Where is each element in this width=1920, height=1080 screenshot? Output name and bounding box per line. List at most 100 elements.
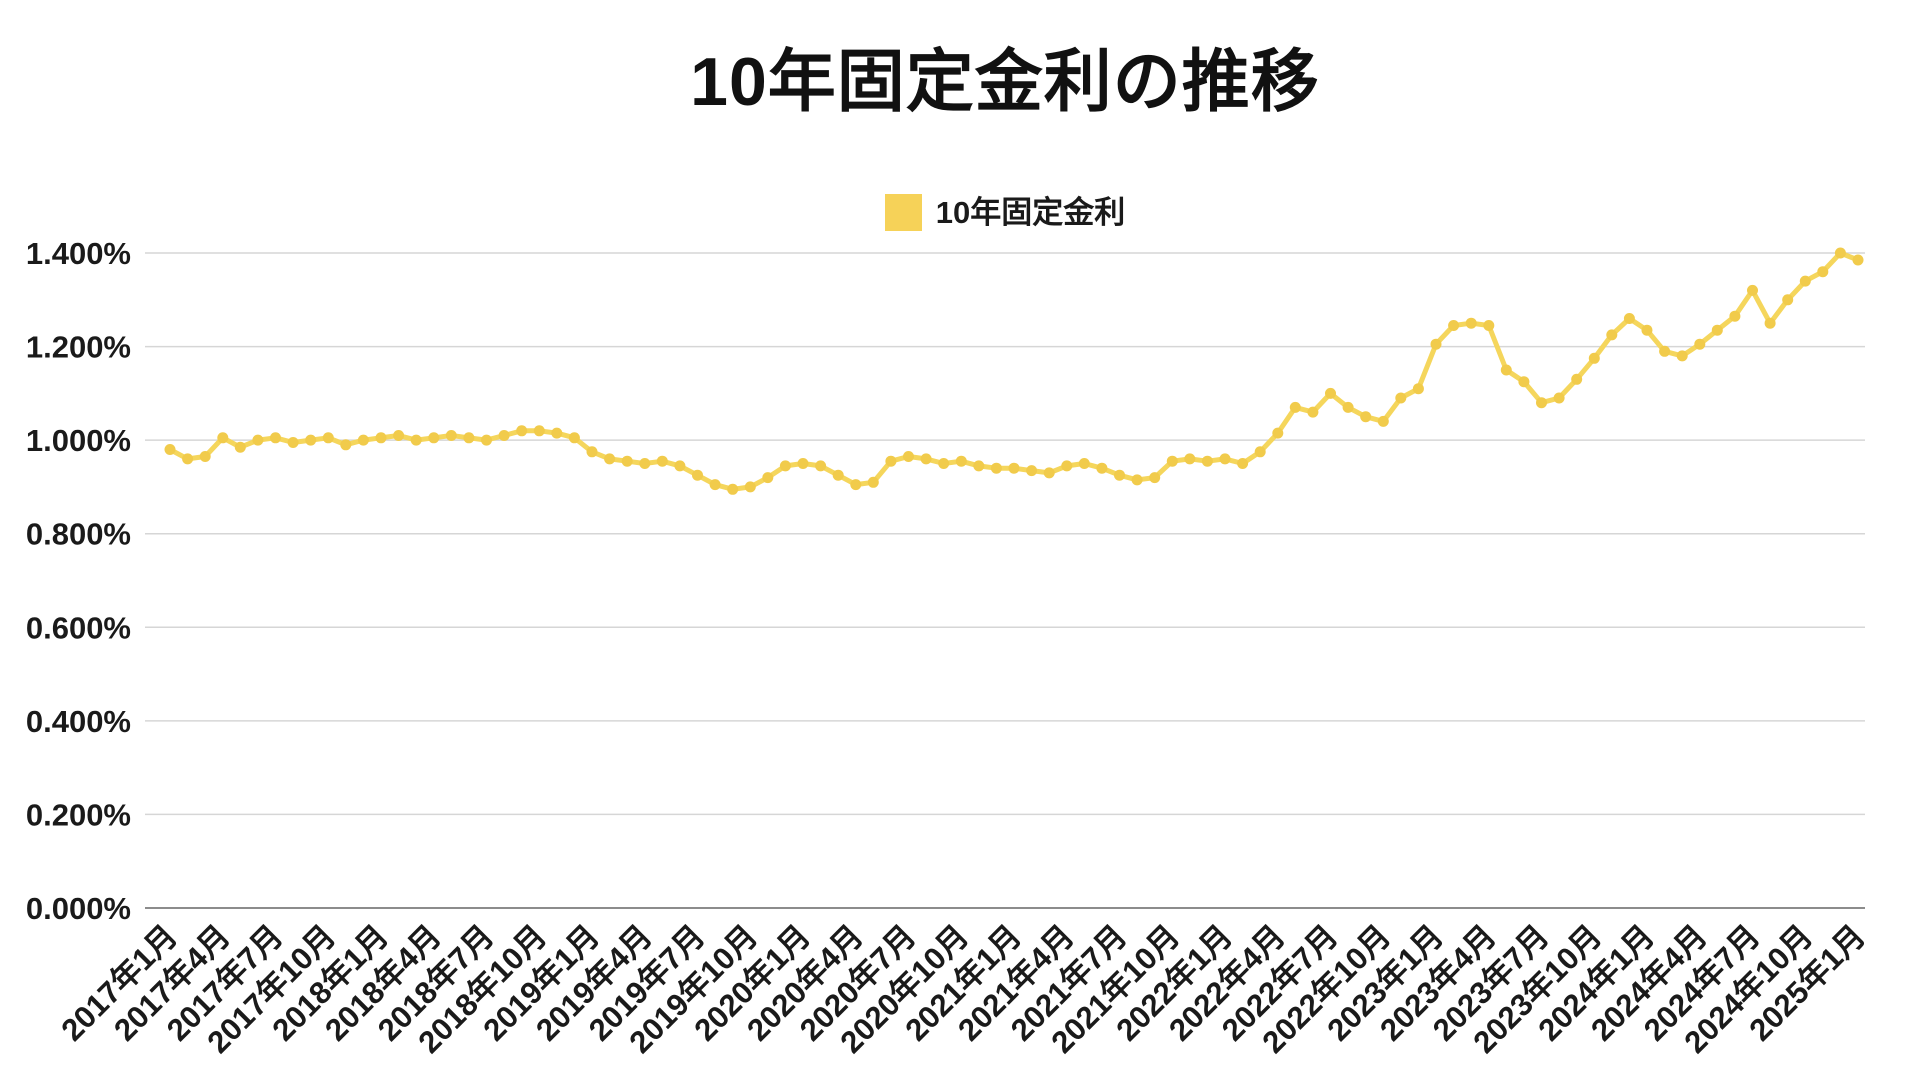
y-axis-tick-label: 0.600% (26, 610, 131, 645)
data-point (1237, 458, 1249, 469)
data-point (1747, 284, 1758, 296)
data-point (375, 432, 387, 444)
data-point (1782, 294, 1794, 306)
data-point (1307, 406, 1319, 418)
data-point (779, 460, 791, 472)
data-point (1149, 472, 1161, 484)
data-point (252, 434, 264, 446)
data-point (955, 455, 967, 467)
data-point (1694, 338, 1706, 350)
data-point (287, 437, 299, 448)
data-point (1729, 310, 1741, 322)
data-point (1131, 474, 1143, 486)
data-point (1834, 247, 1846, 259)
data-point (938, 458, 950, 469)
data-point (551, 427, 563, 439)
data-point (305, 434, 317, 446)
data-point (656, 455, 668, 467)
data-point (357, 434, 369, 446)
y-axis-tick-label: 1.000% (26, 423, 131, 458)
data-point (1114, 469, 1125, 481)
data-point (815, 460, 827, 472)
data-point (1518, 376, 1530, 388)
y-axis-tick-label: 1.200% (26, 330, 131, 365)
data-point (322, 432, 334, 444)
data-point (1166, 455, 1178, 467)
data-point (639, 458, 651, 469)
data-point (850, 479, 862, 491)
data-point (164, 444, 176, 455)
data-point (797, 458, 809, 469)
y-axis-tick-label: 1.400% (26, 236, 131, 271)
data-point (568, 432, 580, 444)
data-point (498, 430, 510, 441)
data-point (1184, 453, 1196, 465)
data-point (1553, 392, 1565, 404)
data-point (920, 453, 932, 465)
y-axis-tick-label: 0.200% (26, 797, 131, 832)
data-point (1377, 415, 1389, 427)
data-point (1711, 324, 1723, 336)
data-point (586, 446, 598, 458)
data-point (270, 432, 281, 444)
data-point (445, 430, 457, 441)
data-point (1676, 350, 1688, 362)
data-point (621, 455, 633, 467)
data-point (1764, 317, 1776, 329)
data-point (1254, 446, 1266, 458)
data-point (1536, 397, 1547, 409)
data-point (1500, 364, 1512, 376)
data-point (1852, 254, 1864, 266)
data-point (903, 451, 914, 462)
data-point (674, 460, 686, 472)
data-point (604, 453, 616, 465)
data-point (1096, 462, 1108, 474)
data-point (1623, 313, 1635, 324)
data-point (1078, 458, 1090, 469)
data-point (463, 432, 475, 444)
data-point (199, 451, 211, 462)
chart-title: 10年固定金利の推移 (690, 44, 1320, 120)
y-axis-tick-label: 0.400% (26, 704, 131, 739)
data-point (1799, 275, 1811, 287)
data-point (1043, 467, 1055, 479)
data-point (1448, 320, 1460, 331)
data-point (832, 469, 844, 481)
data-point (885, 455, 897, 467)
data-point (1412, 383, 1424, 395)
data-point (867, 476, 879, 488)
y-axis-tick-label: 0.800% (26, 517, 131, 552)
data-point (1465, 317, 1477, 329)
y-axis-tick-label: 0.000% (26, 891, 131, 926)
data-point (762, 472, 774, 484)
data-point (410, 434, 422, 446)
rate-line-series (167, 250, 1861, 492)
data-point (692, 469, 703, 481)
data-point (217, 432, 229, 444)
data-point (1289, 401, 1301, 413)
data-point (1325, 387, 1336, 399)
data-point (533, 425, 545, 437)
data-point (1008, 462, 1020, 474)
data-point (1360, 411, 1372, 423)
data-point (393, 430, 405, 441)
data-point (1659, 345, 1671, 357)
legend-swatch-icon (884, 194, 922, 231)
data-point (1817, 266, 1829, 278)
data-point (1201, 455, 1213, 467)
data-point (1641, 324, 1653, 336)
data-point (709, 479, 721, 491)
data-point (428, 432, 440, 444)
data-point (340, 439, 352, 451)
data-point (1395, 392, 1407, 404)
data-point (1342, 401, 1354, 413)
legend: 10年固定金利 (145, 194, 1865, 231)
data-point (1606, 329, 1618, 341)
data-point (234, 441, 246, 453)
data-point (1026, 465, 1038, 477)
data-point (990, 462, 1002, 474)
data-point (1588, 352, 1600, 364)
data-point (1272, 427, 1284, 439)
data-point (516, 425, 528, 437)
